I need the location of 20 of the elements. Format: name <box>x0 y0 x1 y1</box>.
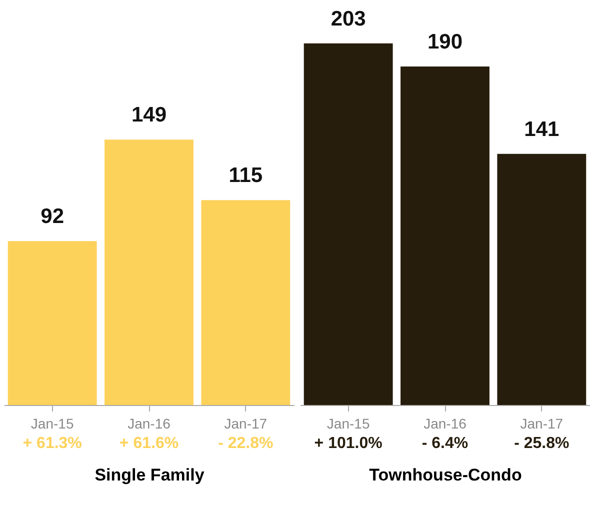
text: + 61.6% <box>119 435 179 452</box>
x-tick-label: Jan-15 <box>30 416 74 432</box>
x-tick-label: Jan-17 <box>520 416 564 432</box>
x-axis-title: Single Family <box>94 466 205 484</box>
data-label: 141 <box>524 118 560 141</box>
data-label: 115 <box>228 164 263 188</box>
data-label: 190 <box>427 30 463 54</box>
text: - 22.8% <box>218 435 274 452</box>
x-tick-label: Jan-16 <box>128 416 171 432</box>
x-tick-label: Jan-17 <box>224 416 268 432</box>
text: - 25.8% <box>514 435 570 452</box>
data-label: 92 <box>40 205 64 228</box>
x-axis-title: Townhouse-Condo <box>369 466 522 484</box>
text: + 101.0% <box>314 435 382 452</box>
text: - 6.4% <box>422 435 468 452</box>
data-label: 203 <box>330 7 366 30</box>
text: + 61.3% <box>22 435 82 452</box>
data-label: 149 <box>131 104 167 127</box>
x-tick-label: Jan-16 <box>424 416 467 432</box>
x-tick-label: Jan-15 <box>326 416 370 432</box>
